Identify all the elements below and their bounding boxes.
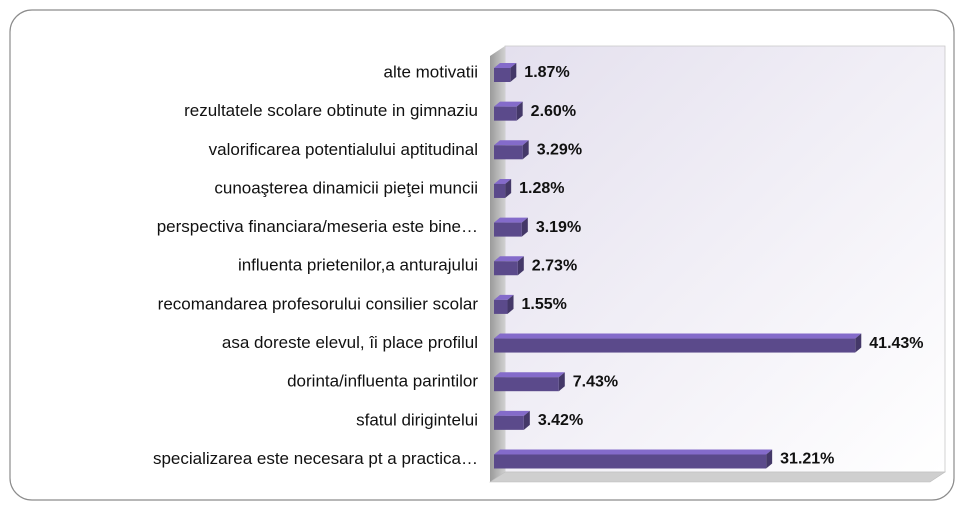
bar-front <box>494 299 508 314</box>
bar-end <box>558 372 565 392</box>
bar-top <box>494 333 862 339</box>
bar <box>494 256 524 276</box>
bar-end <box>855 333 862 353</box>
bar-end <box>522 140 529 160</box>
bar-top <box>494 217 528 223</box>
bar-front <box>494 415 524 430</box>
bars <box>494 63 862 469</box>
bar-end <box>523 410 530 430</box>
bar-front <box>494 68 511 82</box>
value-label: 3.29% <box>537 142 582 159</box>
bar <box>494 178 512 198</box>
bar <box>494 410 530 430</box>
bar <box>494 101 523 121</box>
category-label: specializarea este necesara pt a practic… <box>153 449 478 468</box>
bar <box>494 63 517 82</box>
category-label: influenta prietenilor,a anturajului <box>238 256 478 275</box>
bar <box>494 333 862 353</box>
bar-end <box>510 63 517 82</box>
bar <box>494 217 528 237</box>
bar <box>494 140 529 160</box>
bar-front <box>494 377 559 392</box>
value-label: 3.42% <box>538 412 583 429</box>
bar-top <box>494 63 517 68</box>
bar-top <box>494 294 514 300</box>
value-label: 2.60% <box>531 103 576 120</box>
bar-front <box>494 261 518 276</box>
bar-front <box>494 145 523 160</box>
bar-top <box>494 449 773 455</box>
category-label: sfatul dirigintelui <box>356 410 478 429</box>
bar-end <box>521 217 528 237</box>
bar-front <box>494 454 767 469</box>
bar-top <box>494 101 523 107</box>
bar-end <box>507 294 514 314</box>
value-label: 1.55% <box>522 296 567 313</box>
bar-top <box>494 372 565 378</box>
bar-top <box>494 410 530 416</box>
bar <box>494 372 565 392</box>
bar-end <box>517 256 524 276</box>
value-label: 31.21% <box>780 451 834 468</box>
category-label: asa doreste elevul, îi place profilul <box>222 333 478 352</box>
bar-end <box>505 178 512 198</box>
value-label: 2.73% <box>532 257 577 274</box>
value-label: 3.19% <box>536 219 581 236</box>
bar-top <box>494 140 529 146</box>
value-label: 7.43% <box>573 373 618 390</box>
category-label: valorificarea potentialului aptitudinal <box>209 140 478 159</box>
value-label: 1.87% <box>524 64 569 81</box>
bar-end <box>516 101 523 121</box>
category-label: recomandarea profesorului consilier scol… <box>158 294 479 313</box>
bar-end <box>766 449 773 469</box>
bar <box>494 449 773 469</box>
value-label: 41.43% <box>869 335 923 352</box>
category-label: rezultatele scolare obtinute in gimnaziu <box>184 101 478 120</box>
bar-top <box>494 256 524 262</box>
category-label: dorinta/influenta parintilor <box>287 372 478 391</box>
bar-front <box>494 338 856 353</box>
bar-top <box>494 178 512 184</box>
category-label: perspectiva financiara/meseria este bine… <box>157 217 478 236</box>
bar-front <box>494 183 506 198</box>
category-label: alte motivatii <box>384 62 478 81</box>
bar-front <box>494 106 517 121</box>
floor <box>489 471 946 483</box>
value-label: 1.28% <box>519 180 564 197</box>
category-label: cunoaşterea dinamicii pieţei muncii <box>214 178 478 197</box>
bar-front <box>494 222 522 237</box>
bar <box>494 294 514 314</box>
